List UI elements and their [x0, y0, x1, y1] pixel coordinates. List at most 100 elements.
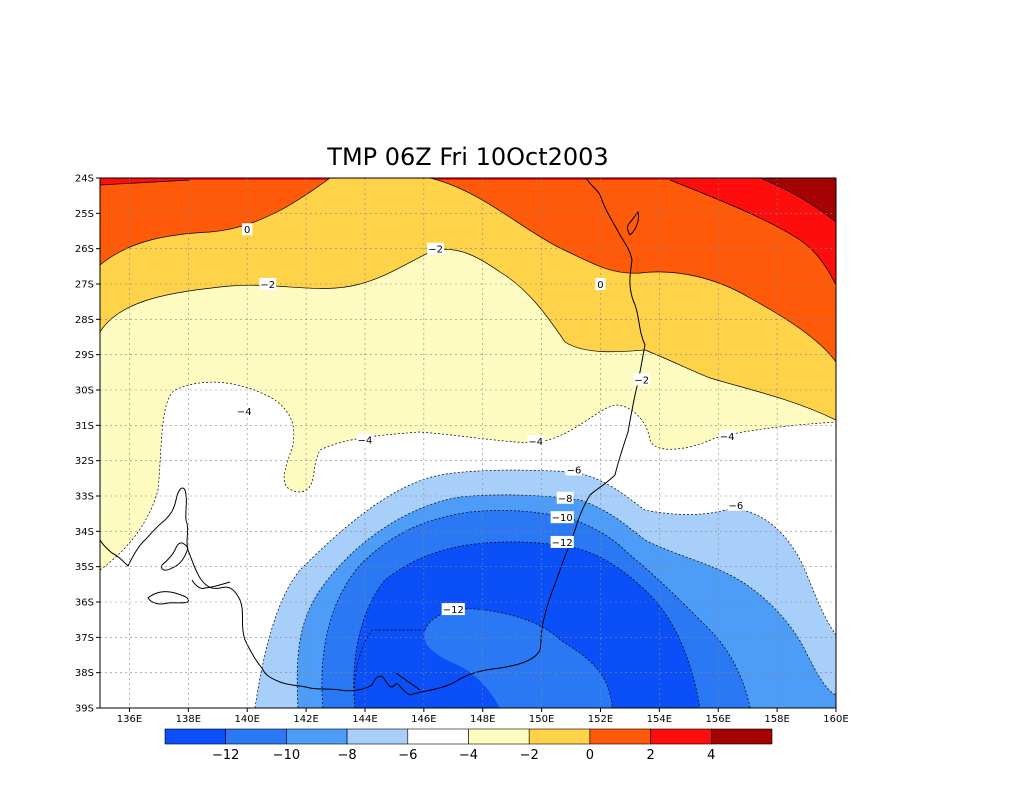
lat-tick-label: 29S: [75, 350, 94, 361]
lat-tick-label: 24S: [75, 174, 94, 185]
coastline: [100, 178, 646, 696]
colorbar-label: 0: [586, 748, 594, 763]
contour-neg6: [254, 469, 836, 708]
colorbar-swatch: [528, 728, 591, 745]
lat-tick-label: 25S: [75, 209, 94, 220]
colorbar-swatch: [346, 728, 409, 745]
longitude-axis: 136E 138E 140E 142E 144E 146E 148E 150E 152E 154E…: [117, 708, 849, 725]
lon-tick-label: 150E: [529, 714, 554, 725]
contour-label: −12: [441, 603, 465, 616]
contour-label-text: −4: [528, 437, 543, 448]
lat-tick-label: 34S: [75, 527, 94, 538]
contour-label-text: −10: [552, 513, 573, 524]
contour-4: [759, 178, 836, 223]
lon-tick-label: 160E: [823, 714, 848, 725]
latitude-axis: 24S 25S 26S 27S 28S 29S 30S 31S 32S 33S 34S 35S 36S 3…: [75, 174, 100, 715]
lat-tick-label: 36S: [75, 598, 94, 609]
contour-label: −8: [556, 491, 574, 505]
lat-tick-label: 30S: [75, 386, 94, 397]
contour-label: −2: [259, 278, 277, 291]
contour-labels: 0 −2 −2 0 −2 −4 −4 −4 −4 −6 −8 −10 −12 −6 −12: [235, 223, 745, 616]
contour-label-text: −6: [729, 501, 744, 512]
contour-label-bg: [727, 498, 745, 511]
contour-label-text: −2: [634, 375, 649, 386]
map-title: TMP 06Z Fri 10Oct2003: [326, 143, 608, 171]
colorbar: −12 −10 −8 −6 −4 −2 0 2 4: [164, 728, 773, 763]
lon-tick-label: 142E: [293, 714, 318, 725]
band-neg12-patch: [424, 608, 612, 708]
contour-0b: [429, 178, 836, 363]
colorbar-swatch: [407, 728, 469, 745]
contour-label-bg: [565, 463, 583, 476]
lon-tick-label: 158E: [764, 714, 789, 725]
colorbar-label: −6: [398, 748, 417, 763]
colorbar-label: −8: [338, 748, 357, 763]
contour-neg12: [353, 541, 701, 708]
contour-label: 0: [242, 223, 253, 236]
contour-label-bg: [235, 405, 253, 418]
lat-tick-label: 38S: [75, 668, 94, 679]
lat-tick-label: 26S: [75, 244, 94, 255]
lon-tick-label: 146E: [411, 714, 436, 725]
colorbar-swatch: [710, 728, 773, 745]
lon-tick-label: 148E: [470, 714, 495, 725]
lat-tick-label: 31S: [75, 421, 94, 432]
band-below-neg12-lower: [354, 630, 500, 708]
contour-label-bg: [550, 535, 574, 548]
colorbar-swatch: [650, 728, 712, 745]
contour-label-bg: [259, 278, 277, 290]
colorbar-swatch: [589, 728, 651, 745]
contour-label-text: −2: [260, 280, 275, 291]
colorbar-swatch: [468, 728, 530, 745]
map-frame: [99, 177, 837, 709]
lat-tick-label: 27S: [75, 280, 94, 291]
contour-label-bg: [441, 603, 465, 616]
coastline-island-1: [147, 591, 189, 605]
contour-label: −2: [633, 373, 651, 386]
contour-label: 0: [595, 278, 606, 291]
contour-2: [100, 179, 191, 186]
coastline-islet: [627, 210, 639, 236]
contour-label-text: 0: [597, 280, 603, 291]
contour-label-bg: [242, 223, 253, 236]
contour-neg4: [100, 381, 836, 571]
colorbar-label: 4: [707, 748, 715, 763]
lon-tick-label: 144E: [352, 714, 377, 725]
contour-label: −4: [356, 433, 374, 446]
contour-label-text: 0: [244, 225, 250, 236]
contour-label-bg: [633, 373, 651, 386]
contour-neg2: [100, 248, 836, 421]
lon-tick-label: 136E: [117, 714, 142, 725]
lat-tick-label: 39S: [75, 704, 94, 715]
lon-tick-label: 138E: [176, 714, 201, 725]
coastline-gulf: [191, 579, 231, 589]
contour-label-bg: [550, 511, 574, 524]
contour-label-text: −8: [558, 494, 573, 505]
colorbar-label: −12: [212, 748, 239, 763]
lat-tick-label: 32S: [75, 456, 94, 467]
contour-2b: [669, 179, 836, 286]
coastline-peninsula: [161, 542, 189, 571]
contour-label: −12: [550, 535, 574, 549]
contour-label-bg: [356, 433, 374, 446]
contour-label-text: −12: [552, 538, 573, 549]
contour-label: −4: [527, 435, 545, 448]
coastline-tas-north: [394, 671, 421, 691]
contour-label-text: −12: [443, 605, 464, 616]
lat-tick-label: 33S: [75, 492, 94, 503]
contour-label: −4: [235, 405, 253, 418]
contour-label-bg: [595, 278, 606, 290]
contour-label-text: −4: [237, 407, 252, 418]
contour-label-text: −4: [720, 432, 735, 443]
contour-label: −2: [427, 242, 445, 256]
contour-label-text: −4: [358, 435, 373, 446]
contour-label-text: −6: [567, 466, 582, 477]
temperature-fill-layer: [100, 178, 836, 708]
lat-tick-label: 37S: [75, 633, 94, 644]
contour-label: −4: [718, 429, 736, 443]
lat-tick-label: 35S: [75, 562, 94, 573]
lon-tick-label: 152E: [588, 714, 613, 725]
band-above-4: [760, 178, 836, 222]
contour-label-text: −2: [428, 245, 443, 256]
